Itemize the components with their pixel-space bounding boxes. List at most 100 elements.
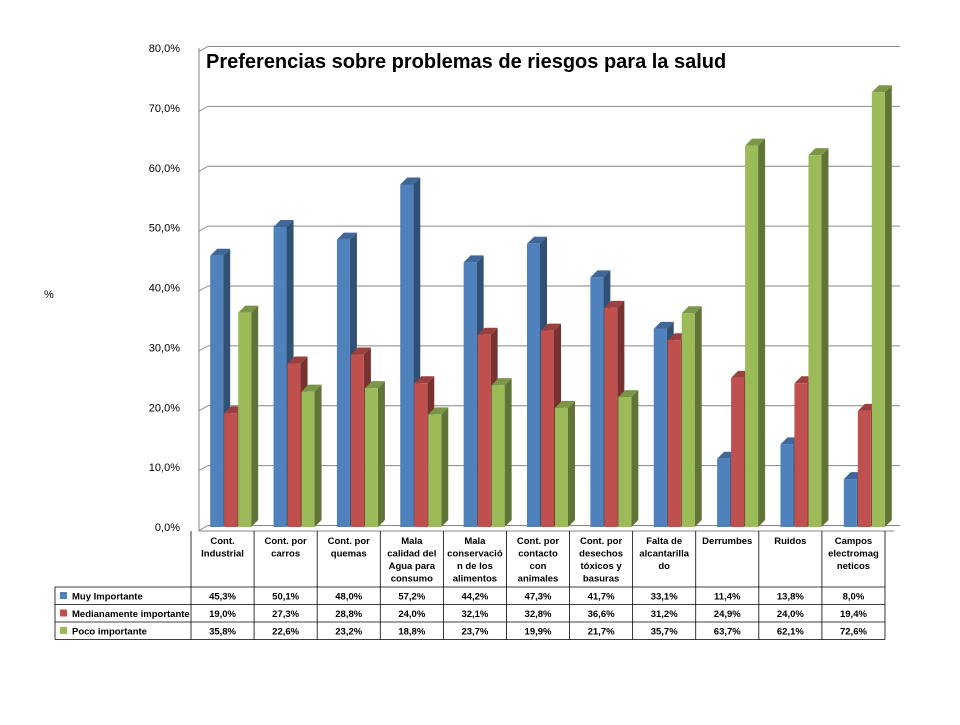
bar-front (463, 262, 477, 527)
bar-side (504, 378, 512, 527)
y-tick-label: 40,0% (149, 283, 180, 295)
y-tick-label: 10,0% (149, 462, 180, 474)
x-tick-label: Derrumbes (702, 536, 752, 547)
bar (555, 400, 575, 527)
y-axis-ticks: 0,0% 10,0% 20,0% 30,0% 40,0% 50,0% 60,0% 70,0% 8… (149, 43, 180, 534)
bar-side (377, 381, 385, 527)
x-tick-label: electromag (828, 549, 879, 560)
x-tick-label: Campos (835, 536, 872, 547)
x-tick-label: Industrial (201, 549, 244, 560)
data-label: 28,8% (335, 609, 362, 620)
data-label: 57,2% (398, 592, 425, 603)
data-table: Cont. Industrial Cont. por carros Cont. por q… (54, 531, 886, 640)
bar-side (821, 148, 829, 527)
x-tick-label: alimentos (453, 574, 497, 585)
x-tick-label: neticos (837, 561, 870, 572)
data-label: 27,3% (272, 609, 299, 620)
bar-front (301, 391, 315, 527)
bar-front (491, 385, 505, 527)
bar (428, 407, 449, 527)
bar-front (780, 444, 794, 527)
bar-front (857, 410, 871, 527)
gridline-diag (198, 525, 209, 531)
x-tick-label: quemas (331, 549, 367, 560)
bar (238, 305, 259, 527)
x-tick-label: do (658, 561, 670, 572)
bar-top (590, 270, 611, 278)
data-label: 45,3% (209, 592, 236, 603)
bar-side (314, 384, 322, 527)
bar-front (238, 312, 252, 527)
x-tick-label: tóxicos y (580, 561, 622, 572)
gridline-diag (198, 465, 209, 472)
x-tick-label: contacto (518, 549, 558, 560)
data-label: 31,2% (651, 609, 678, 620)
gridline-diag (198, 46, 209, 52)
legend-swatch (60, 592, 67, 599)
bar-top (527, 236, 547, 244)
x-tick-label: Ruidos (774, 536, 806, 547)
legend-entry: Poco importante (72, 627, 147, 638)
bar-top (618, 390, 639, 398)
gridline-diag (198, 225, 209, 232)
bar-top (604, 300, 625, 308)
bar-top (541, 323, 561, 331)
bar-front (745, 145, 759, 527)
data-label: 50,1% (272, 592, 299, 603)
x-tick-label: con (530, 561, 547, 572)
legend-swatch (60, 609, 67, 617)
data-label: 35,8% (209, 627, 236, 638)
data-label: 44,2% (461, 592, 488, 603)
data-label: 36,6% (588, 609, 615, 620)
data-label: 11,4% (714, 592, 741, 603)
bar-top (871, 85, 892, 93)
data-label: 33,1% (651, 592, 678, 603)
data-label: 24,0% (777, 609, 804, 620)
bar-top (745, 138, 766, 146)
bar-top (808, 148, 829, 156)
gridline-diag (198, 285, 209, 292)
data-label: 19,0% (209, 609, 236, 620)
y-tick-label: 80,0% (149, 43, 180, 55)
legend-entry: Muy Importante (72, 592, 143, 603)
data-label: 23,7% (461, 627, 488, 638)
bar-front (273, 227, 287, 527)
data-label: 63,7% (714, 627, 741, 638)
bar-side (568, 400, 575, 527)
bar-top (414, 376, 435, 384)
x-tick-label: Cont. por (517, 536, 560, 547)
bar-front (555, 407, 568, 527)
bar-front (428, 414, 442, 527)
bar-top (350, 347, 371, 355)
data-label: 35,7% (651, 627, 678, 638)
x-tick-label: calidad del (387, 549, 436, 560)
data-label: 22,6% (272, 627, 299, 638)
bar-top (336, 232, 357, 240)
bar-front (224, 413, 238, 527)
y-tick-label: 60,0% (149, 163, 180, 175)
data-label: 13,8% (777, 592, 804, 603)
bar-top (400, 177, 421, 185)
data-label: 18,8% (398, 627, 425, 638)
x-tick-label: n de los (457, 561, 493, 572)
gridline-diag (198, 105, 209, 112)
data-label: 48,0% (335, 592, 362, 603)
data-label: 23,2% (335, 627, 362, 638)
data-label: 8,0% (843, 592, 865, 603)
bar-top (273, 220, 294, 228)
x-tick-label: Cont. por (580, 536, 623, 547)
bar-side (694, 306, 702, 527)
bar-top (491, 378, 512, 386)
bar-top (653, 321, 674, 329)
data-label: 47,3% (525, 592, 552, 603)
bar (745, 138, 766, 527)
bar-side (441, 407, 449, 527)
bar-top (681, 306, 702, 314)
x-tick-label: Mala (464, 536, 486, 547)
bar-top (555, 400, 575, 408)
bar-front (477, 334, 491, 527)
data-label: 62,1% (777, 627, 804, 638)
bar-top (364, 381, 385, 389)
bar-front (667, 340, 681, 527)
